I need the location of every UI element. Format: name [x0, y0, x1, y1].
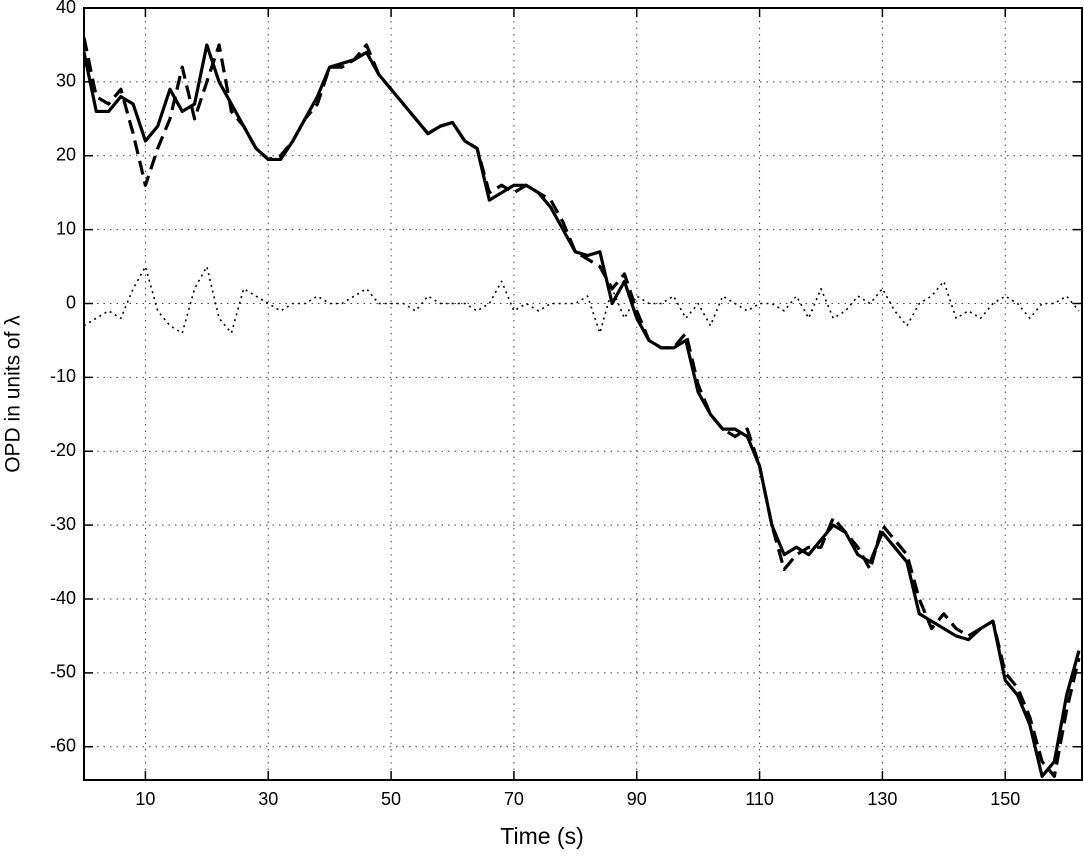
y-tick-label: -40 — [50, 588, 76, 608]
y-tick-label: -60 — [50, 736, 76, 756]
x-tick-label: 10 — [135, 789, 155, 809]
x-tick-label: 130 — [867, 789, 897, 809]
y-tick-label: -10 — [50, 366, 76, 386]
series-line — [84, 43, 1081, 778]
x-axis-label: Time (s) — [500, 823, 583, 849]
series-line — [84, 265, 1080, 334]
series-line — [84, 37, 1081, 778]
y-tick-label: 10 — [56, 218, 76, 238]
y-tick-label: -50 — [50, 662, 76, 682]
y-tick-label: 0 — [66, 292, 76, 312]
y-axis-label: OPD in units of λ — [2, 315, 25, 473]
y-tick-label: -20 — [50, 440, 76, 460]
plot-frame — [83, 7, 1083, 781]
y-tick-label: 30 — [56, 71, 76, 91]
y-tick-label: 20 — [56, 145, 76, 165]
x-tick-label: 110 — [745, 789, 774, 809]
x-tick-label: 30 — [258, 789, 278, 809]
x-tick-label: 150 — [990, 789, 1020, 809]
x-tick-label: 90 — [627, 789, 647, 809]
x-tick-label: 70 — [504, 789, 524, 809]
y-tick-label: 40 — [56, 0, 76, 17]
x-tick-label: 50 — [381, 789, 401, 809]
y-tick-label: -30 — [50, 514, 76, 534]
